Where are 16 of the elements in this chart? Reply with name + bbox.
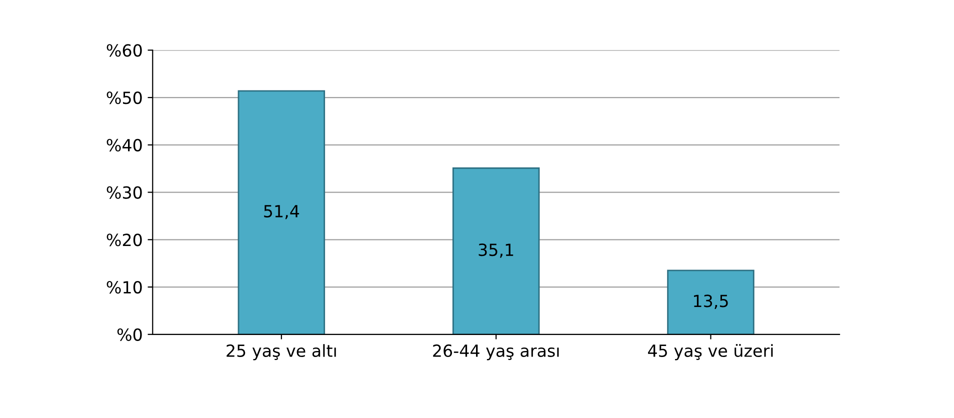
x-tick-label: 25 yaş ve altı — [226, 344, 336, 360]
y-tick-label: %60 — [106, 44, 142, 57]
data-label: 51,4 — [264, 205, 300, 220]
y-tick-label: %50 — [106, 91, 142, 104]
data-label: 35,1 — [478, 243, 514, 258]
y-tick-label: %10 — [106, 280, 142, 294]
y-tick-label: %40 — [106, 138, 142, 152]
x-tick-label: 26-44 yaş arası — [433, 344, 559, 360]
bar — [238, 90, 326, 334]
x-tick-label: 45 yaş ve üzeri — [648, 344, 773, 360]
y-tick-label: %30 — [106, 186, 142, 199]
bar — [452, 167, 540, 334]
data-label: 13,5 — [694, 294, 728, 309]
bar — [667, 270, 754, 334]
y-tick-label: %20 — [106, 234, 142, 246]
y-tick-label: %0 — [117, 328, 142, 341]
